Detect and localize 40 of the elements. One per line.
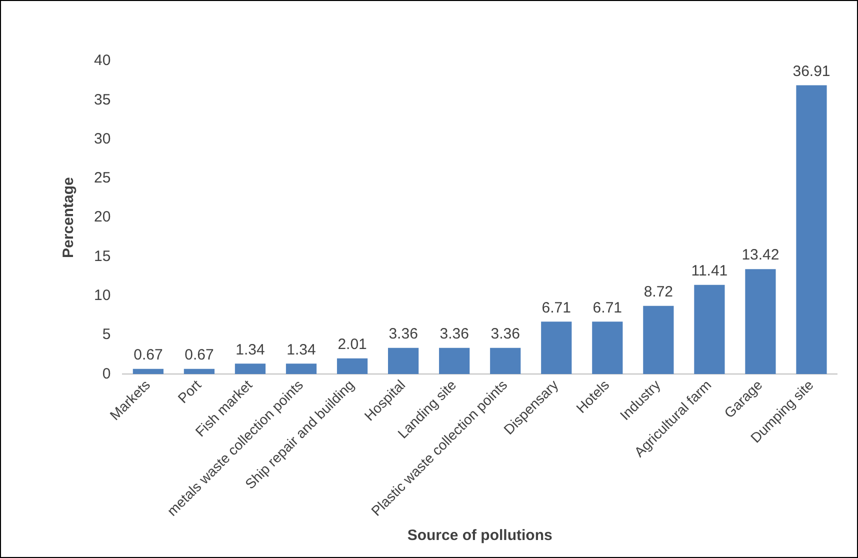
data-label: 11.41 bbox=[691, 262, 728, 280]
x-axis-title: Source of pollutions bbox=[407, 527, 552, 544]
data-label: 0.67 bbox=[184, 346, 214, 364]
bar bbox=[439, 348, 470, 374]
y-tick-label: 5 bbox=[102, 326, 111, 344]
bar bbox=[234, 364, 266, 374]
y-tick-label: 25 bbox=[94, 170, 111, 187]
y-tick-label: 35 bbox=[94, 91, 111, 108]
data-label: 3.36 bbox=[490, 326, 520, 342]
bar bbox=[184, 368, 215, 374]
bar bbox=[796, 85, 827, 374]
data-label: 0.67 bbox=[134, 346, 163, 364]
bar bbox=[132, 368, 164, 374]
data-label: 6.71 bbox=[592, 299, 622, 316]
data-label: 3.36 bbox=[388, 326, 418, 342]
data-label: 1.34 bbox=[236, 341, 265, 358]
bar bbox=[541, 322, 572, 374]
y-tick-label: 10 bbox=[94, 287, 111, 304]
data-label: 6.71 bbox=[542, 299, 571, 316]
y-tick-label: 30 bbox=[94, 130, 111, 148]
y-tick-label: 20 bbox=[94, 208, 111, 226]
bar bbox=[490, 348, 521, 374]
y-tick-label: 0 bbox=[102, 365, 111, 382]
data-label: 3.36 bbox=[440, 326, 469, 342]
data-label: 8.72 bbox=[644, 284, 674, 301]
y-axis-title: Percentage bbox=[60, 177, 78, 258]
bar bbox=[592, 322, 623, 374]
bar bbox=[286, 364, 317, 374]
x-tick-label: Port bbox=[174, 376, 204, 406]
bar bbox=[643, 306, 674, 374]
bar bbox=[388, 348, 419, 374]
bar bbox=[745, 269, 776, 374]
data-label: 1.34 bbox=[286, 341, 316, 358]
y-tick-label: 15 bbox=[94, 248, 111, 265]
bar bbox=[694, 284, 725, 374]
data-label: 36.91 bbox=[792, 62, 830, 80]
bar bbox=[336, 358, 368, 374]
data-label: 13.42 bbox=[742, 246, 780, 264]
data-label: 2.01 bbox=[338, 336, 367, 354]
y-tick-label: 40 bbox=[94, 52, 111, 70]
